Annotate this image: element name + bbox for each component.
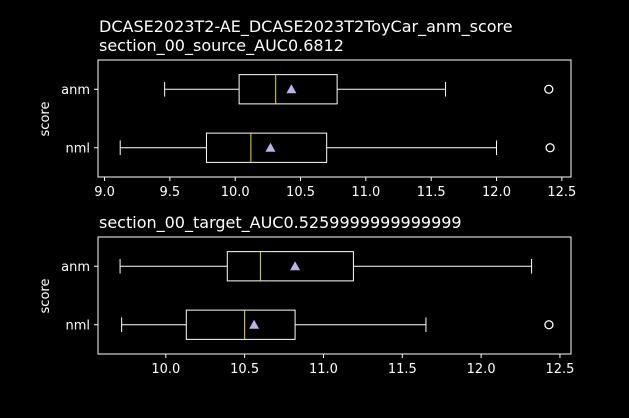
ylabel-target: score	[38, 279, 53, 314]
subplot-source: section_00_source_AUC0.6812 score anm nml…	[38, 36, 576, 200]
xtick-label-source-6: 12.0	[482, 185, 511, 200]
box-marks-target	[119, 251, 554, 340]
figure-suptitle: DCASE2023T2-AE_DCASE2023T2ToyCar_anm_sco…	[99, 17, 513, 37]
box-anm-source	[238, 74, 338, 105]
x-ticks-source: anm nml 9.0 9.5 10.0 10.5 11.0 11.5 12.0 12.5	[61, 83, 576, 200]
ytick-label-anm-target: anm	[61, 260, 90, 275]
xtick-label-source-5: 11.5	[417, 185, 446, 200]
xtick-label-source-3: 10.5	[286, 185, 315, 200]
xtick-label-source-1: 9.5	[160, 185, 181, 200]
ytick-label-nml-source: nml	[65, 141, 90, 156]
xtick-label-target-5: 12.5	[545, 362, 574, 377]
box-nml-target	[185, 309, 296, 340]
outlier-anm-source-0	[544, 84, 554, 94]
subplot-title-source: section_00_source_AUC0.6812	[99, 36, 344, 56]
mean-marker-nml-target	[249, 319, 260, 329]
xtick-label-target-1: 10.5	[230, 362, 259, 377]
subplot-target: section_00_target_AUC0.5259999999999999 …	[38, 213, 574, 377]
box-nml-source	[205, 132, 328, 163]
xtick-label-target-3: 11.5	[388, 362, 417, 377]
x-ticks-target: anm nml 10.0 10.5 11.0 11.5 12.0 12.5	[61, 260, 574, 377]
mean-marker-anm-source	[286, 84, 297, 94]
xtick-label-source-4: 11.0	[351, 185, 380, 200]
xtick-label-source-0: 9.0	[94, 185, 115, 200]
xtick-label-source-7: 12.5	[547, 185, 576, 200]
mean-marker-anm-target	[290, 261, 301, 271]
xtick-label-target-4: 12.0	[467, 362, 496, 377]
xtick-label-target-0: 10.0	[151, 362, 180, 377]
xtick-label-target-2: 11.0	[309, 362, 338, 377]
outlier-nml-target-0	[544, 320, 554, 330]
ylabel-source: score	[38, 102, 53, 137]
subplot-title-target: section_00_target_AUC0.5259999999999999	[99, 213, 462, 233]
box-anm-target	[226, 251, 354, 282]
ytick-label-nml-target: nml	[65, 318, 90, 333]
mean-marker-nml-source	[265, 142, 276, 152]
outlier-nml-source-0	[545, 143, 555, 153]
axes-frame-source	[97, 59, 572, 178]
axes-frame-target	[97, 236, 572, 355]
box-marks-source	[119, 74, 555, 163]
xtick-label-source-2: 10.0	[221, 185, 250, 200]
ytick-label-anm-source: anm	[61, 83, 90, 98]
